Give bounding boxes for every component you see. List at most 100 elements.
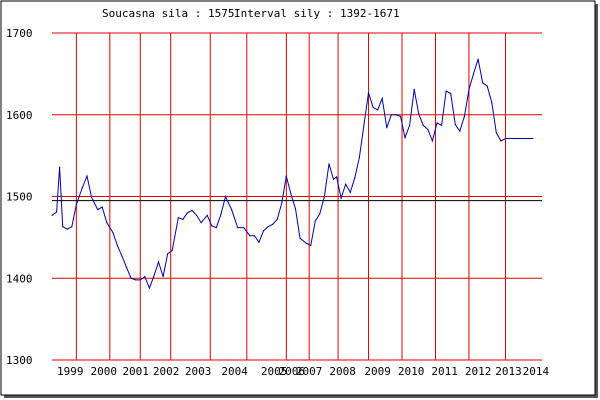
y-tick-label: 1400: [6, 272, 33, 285]
data-point: [75, 204, 77, 206]
data-point: [121, 255, 123, 257]
data-point: [285, 175, 287, 177]
data-point: [51, 214, 53, 216]
data-point: [101, 206, 103, 208]
current-strength-label: Soucasna sila : 1575: [102, 7, 234, 20]
data-point: [195, 214, 198, 216]
data-point: [427, 128, 429, 131]
data-point: [294, 208, 297, 210]
y-tick-label: 1600: [6, 109, 33, 122]
data-point: [125, 267, 128, 269]
data-point: [332, 178, 335, 180]
data-point: [171, 249, 173, 252]
data-point: [215, 226, 217, 229]
data-point: [527, 137, 529, 140]
data-point: [130, 277, 132, 279]
data-point: [90, 196, 93, 198]
data-point: [381, 97, 383, 99]
data-point: [206, 214, 208, 216]
data-point: [281, 202, 283, 204]
data-point: [372, 106, 374, 108]
data-point: [504, 137, 507, 140]
data-point: [459, 130, 461, 132]
data-point: [167, 253, 169, 255]
data-point: [112, 231, 114, 234]
data-point: [144, 276, 146, 278]
data-point: [191, 209, 193, 211]
data-point: [491, 101, 493, 104]
data-point: [468, 88, 470, 91]
data-point: [224, 195, 227, 198]
data-point: [272, 223, 274, 225]
x-tick-label: 2005: [261, 365, 288, 378]
data-point: [532, 137, 534, 140]
x-tick-label: 2014: [523, 365, 550, 378]
data-point: [486, 85, 488, 87]
series-layer: [51, 58, 534, 290]
data-point: [62, 226, 64, 228]
data-point: [454, 123, 456, 126]
x-tick-label: 2013: [495, 365, 522, 378]
y-tick-label: 1300: [6, 354, 33, 367]
data-point: [200, 222, 202, 224]
data-point: [518, 137, 520, 140]
data-point: [514, 137, 516, 140]
data-point: [157, 261, 160, 263]
data-point: [335, 176, 338, 178]
data-point: [431, 140, 434, 142]
data-point: [55, 211, 58, 213]
data-point: [340, 197, 342, 199]
data-point: [86, 175, 88, 177]
data-point: [409, 124, 411, 126]
data-point: [500, 140, 502, 142]
data-point: [258, 241, 260, 243]
data-point: [363, 123, 365, 126]
data-point: [436, 122, 438, 124]
x-tick-label: 2003: [185, 365, 212, 378]
data-point: [328, 163, 330, 165]
data-point: [314, 220, 316, 222]
data-point: [71, 226, 73, 228]
data-point: [377, 109, 379, 111]
data-point: [253, 235, 255, 237]
data-point: [267, 226, 269, 228]
data-point: [418, 113, 420, 115]
data-point: [523, 137, 525, 140]
data-point: [249, 235, 251, 237]
data-point: [186, 212, 189, 214]
data-point: [106, 222, 108, 224]
data-point: [386, 127, 388, 129]
data-point: [358, 156, 360, 158]
data-point: [262, 230, 265, 232]
data-point: [59, 166, 61, 168]
data-point: [399, 115, 402, 117]
data-point: [495, 132, 497, 134]
data-point: [367, 92, 370, 94]
data-point: [97, 208, 99, 211]
data-point: [305, 242, 307, 244]
x-tick-label: 2002: [153, 365, 180, 378]
data-point: [243, 226, 245, 229]
data-point: [413, 88, 415, 91]
x-tick-label: 2000: [90, 365, 117, 378]
x-tick-label: 1999: [57, 365, 84, 378]
data-point: [177, 217, 179, 219]
x-tick-label: 2001: [122, 365, 149, 378]
strength-interval-label: Interval sily : 1392-1671: [234, 7, 400, 20]
data-point: [182, 218, 184, 220]
data-point: [319, 213, 321, 215]
data-point: [354, 177, 356, 179]
data-point: [422, 124, 424, 126]
data-point: [211, 225, 213, 227]
x-tick-label: 2008: [329, 365, 356, 378]
series-line: [51, 59, 533, 290]
data-point: [310, 244, 312, 247]
data-point: [220, 213, 222, 216]
data-point: [153, 275, 155, 277]
data-point: [450, 92, 452, 95]
data-point: [472, 73, 475, 75]
